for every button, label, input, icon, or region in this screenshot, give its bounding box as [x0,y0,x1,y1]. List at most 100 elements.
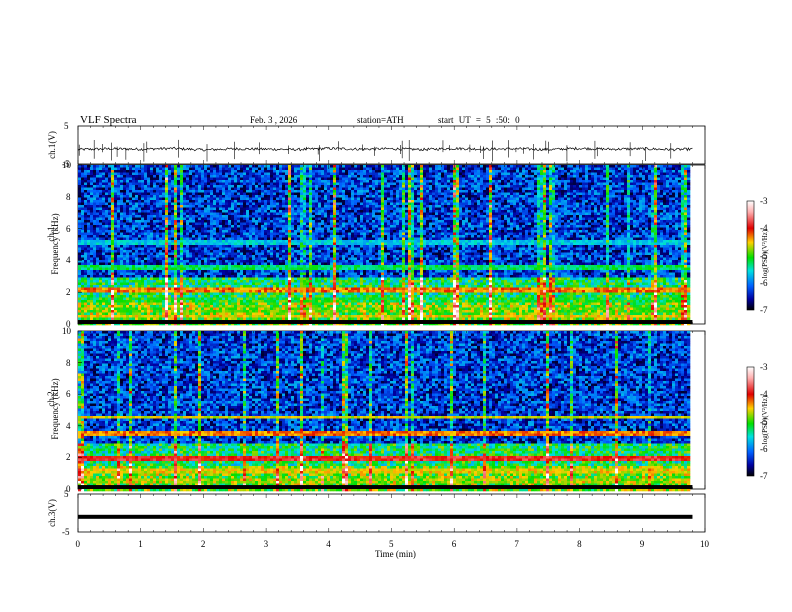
ch1-spec-cell [246,282,250,286]
ch1-spec-cell [153,175,157,178]
ch1-spec-cell [93,262,97,266]
ch1-spec-cell [252,257,256,261]
ch1-spec-cell [201,280,205,283]
ch1-spec-cell [96,170,100,173]
ch1-spec-cell [282,227,286,231]
ch1-spec-cell [219,192,223,196]
ch1-spec-cell [195,285,199,288]
ch1-spec-cell [162,305,166,308]
ch1-spec-cell [189,277,193,281]
ch1-spec-cell [174,170,178,173]
ch1-spec-cell [99,187,103,191]
ch1-spec-cell [303,167,307,171]
ch1-spec-cell [180,280,184,283]
ch1-spec-cell [135,205,139,208]
ch1-spec-cell [195,315,199,318]
ch1-spec-cell [132,277,136,281]
ch1-spec-cell [309,177,313,181]
ch1-spec-cell [267,275,271,278]
ch1-spec-cell [264,270,268,273]
ch1-spec-cell [93,300,97,303]
ch1-spec-cell [258,300,262,303]
ch1-spec-cell [264,255,268,258]
ch1-spec-cell [267,202,271,206]
ch1-spec-cell [255,207,259,211]
ch1-spec-cell [285,207,289,211]
ch1-spec-cell [237,275,241,278]
ch1-spec-cell [297,212,301,216]
ch1-spec-cell [201,207,205,211]
ch1-spec-cell [240,312,244,316]
ch1-spec-cell [264,237,268,241]
ch1-spec-cell [228,290,232,293]
ch1-spec-cell [120,167,124,171]
ch1-spec-cell [213,245,217,248]
ch1-spec-cell [150,312,154,316]
ch1-spec-cell [198,285,202,288]
ch1-spec-cell [270,232,274,236]
ch1-spec-cell [192,262,196,266]
ch1-spec-cell [138,300,142,303]
ch1-spec-cell [288,312,292,316]
ch1-spec-cell [273,255,277,258]
ch1-spec-cell [282,202,286,206]
ch1-spec-cell [186,165,190,168]
ch1-spec-cell [258,192,262,196]
ch1-spec-cell [252,287,256,291]
ch1-spec-cell [291,175,295,178]
ch1-spec-cell [105,290,109,293]
ch1-spec-cell [159,275,163,278]
ch1-spec-cell [300,217,304,221]
ch1-spec-cell [183,310,187,313]
ch1-spec-cell [114,252,118,256]
ch1-spec-cell [273,215,277,218]
ch1-spec-cell [174,222,178,226]
ch1-spec-cell [150,292,154,296]
ch1-spec-cell [186,227,190,231]
ch1-spec-cell [114,285,118,288]
ch1-spec-cell [159,242,163,246]
ch1-spec-cell [207,312,211,316]
ch1-spec-cell [81,217,85,221]
ch1-spec-cell [303,225,307,228]
ch1-spec-cell [204,255,208,258]
ch1-spec-cell [198,235,202,238]
ch1-spec-cell [132,295,136,298]
ch1-spec-cell [210,200,214,203]
ch1-spec-cell [219,177,223,181]
ch1-spec-cell [240,227,244,231]
ch1-spec-cell [216,202,220,206]
ch1-spec-cell [123,265,127,268]
ch1-spec-cell [213,202,217,206]
ch1-spec-cell [300,282,304,286]
ch1-spec-cell [231,225,235,228]
ch1-spec-cell [246,205,250,208]
ch1-spec-cell [276,192,280,196]
ch1-spec-cell [252,175,256,178]
ch1-spec-cell [207,177,211,181]
ch1-spec-cell [228,245,232,248]
ch1-spec-cell [168,167,172,171]
ch1-spec-cell [213,265,217,268]
ch1-spec-cell [123,185,127,188]
ch1-spec-cell [243,235,247,238]
ch1-spec-cell [153,265,157,268]
ch1-spec-cell [165,210,169,213]
ch1-spec-cell [186,275,190,278]
ch1-spec-cell [87,292,91,296]
ch1-spec-cell [168,210,172,213]
ch1-spec-cell [117,270,121,273]
ch1-spec-cell [294,300,298,303]
ch1-spec-cell [144,305,148,308]
ch1-spec-cell [267,222,271,226]
ch1-spec-cell [123,217,127,221]
ch1-spec-cell [231,190,235,193]
ch1-spec-cell [102,292,106,296]
ch1-spec-cell [144,200,148,203]
ch1-spec-cell [207,307,211,311]
ch1-spec-cell [150,167,154,171]
ch1-spec-cell [192,280,196,283]
ch1-spec-cell [87,205,91,208]
ch1-spec-cell [171,182,175,186]
ch1-spec-cell [99,240,103,243]
